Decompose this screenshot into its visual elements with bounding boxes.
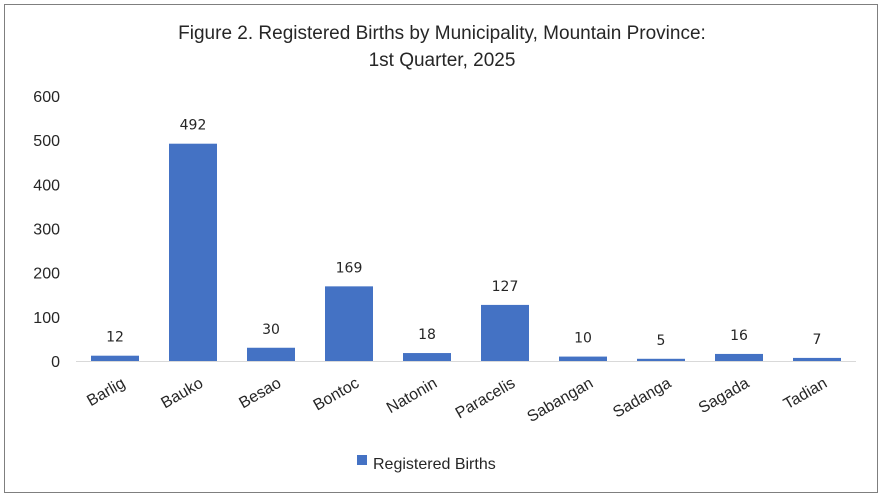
x-tick-label: Sabangan: [525, 375, 597, 426]
x-tick-label: Barlig: [84, 375, 128, 410]
x-tick-label: Sadanga: [610, 375, 674, 422]
y-tick-label: 200: [33, 266, 60, 283]
chart-frame: [4, 4, 878, 493]
x-tick-label: Natonin: [384, 375, 440, 417]
data-label: 5: [657, 333, 666, 349]
y-axis: 0 100 200 300 400 500 600: [33, 89, 60, 371]
y-tick-label: 500: [33, 133, 60, 150]
x-tick-label: Tadian: [781, 375, 830, 413]
y-tick-label: 300: [33, 222, 60, 239]
bar: [715, 353, 763, 361]
data-label: 16: [730, 328, 748, 344]
data-label: 10: [574, 331, 592, 347]
x-tick-label: Bontoc: [311, 375, 363, 415]
bar: [247, 347, 295, 361]
bar: [793, 357, 841, 361]
data-label: 127: [492, 279, 519, 295]
y-tick-label: 400: [33, 177, 60, 194]
x-tick-label: Bauko: [158, 375, 206, 412]
data-label: 7: [813, 332, 822, 348]
bar: [481, 304, 529, 361]
y-tick-label: 100: [33, 310, 60, 327]
bar: [169, 143, 217, 361]
data-label: 492: [180, 118, 207, 134]
data-label: 169: [336, 260, 363, 276]
data-label: 18: [418, 327, 436, 343]
data-label: 30: [262, 322, 280, 338]
y-tick-label: 600: [33, 89, 60, 106]
bars-group: 12 492 30 169 18 127 10 5 16 7: [91, 118, 841, 361]
legend: Registered Births: [357, 455, 496, 473]
x-axis: Barlig Bauko Besao Bontoc Natonin Paracelis Sa…: [84, 375, 830, 426]
chart-title-line2: 1st Quarter, 2025: [369, 50, 516, 71]
legend-swatch: [357, 455, 367, 465]
bar: [91, 355, 139, 361]
x-tick-label: Sagada: [696, 375, 752, 417]
x-tick-label: Paracelis: [453, 375, 518, 423]
bar: [637, 358, 685, 361]
legend-label: Registered Births: [373, 456, 496, 473]
data-label: 12: [106, 330, 124, 346]
bar: [403, 353, 451, 361]
x-tick-label: Besao: [236, 375, 284, 412]
bar: [325, 286, 373, 361]
y-tick-label: 0: [51, 354, 60, 371]
chart-title-line1: Figure 2. Registered Births by Municipal…: [178, 23, 706, 44]
bar: [559, 356, 607, 361]
